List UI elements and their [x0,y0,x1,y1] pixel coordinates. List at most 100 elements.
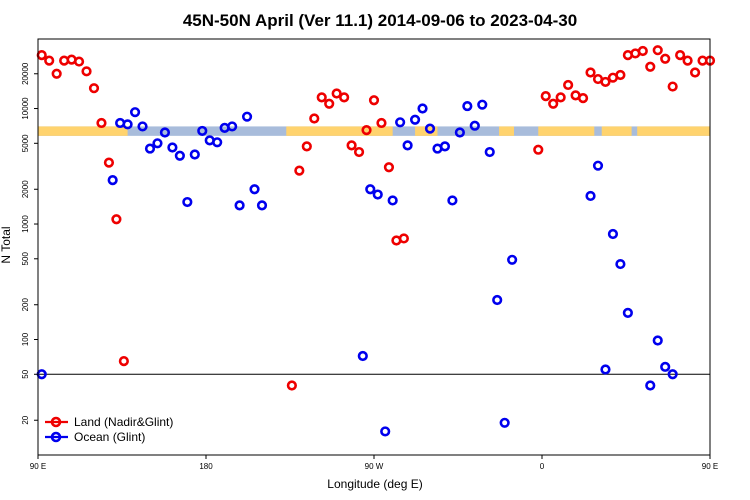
ocean-point [387,195,398,206]
land-point [103,157,115,168]
land-point [533,144,544,155]
ocean-point [256,200,268,211]
ocean-point [372,189,383,200]
ocean-point [159,127,171,138]
land-point [652,45,663,56]
ocean-point [122,119,133,130]
ocean-point [402,140,413,151]
legend-ocean-marker [50,431,62,443]
ocean-point [357,350,368,362]
land-point [368,95,380,106]
land-point [383,162,395,173]
mask-land-segment [286,126,393,136]
plot-frame [37,38,711,456]
ocean-point [492,294,503,306]
mask-land-segment [637,126,710,136]
chart-title: 45N-50N April (Ver 11.1) 2014-09-06 to 2… [183,11,577,30]
ocean-point [212,137,223,148]
ocean-point [227,121,238,132]
x-tick-label: 0 [540,462,545,471]
ocean-point [484,146,495,158]
ocean-point [417,103,428,114]
ocean-point [395,117,406,128]
land-point [316,92,327,103]
ocean-point [607,228,619,240]
ocean-point [660,361,671,372]
x-axis-ticks: 90 E 180 90 W 0 90 E [30,455,718,471]
land-point [111,214,122,225]
land-point [346,140,357,151]
ocean-point [469,120,480,131]
land-point [540,91,551,102]
ocean-point [380,426,391,437]
land-point [361,125,372,136]
land-point [96,117,107,129]
ocean-point [249,184,260,195]
land-point [44,55,55,66]
ocean-point [447,195,458,206]
land-point [667,81,678,92]
land-point [689,67,701,78]
mask-land-segment [38,126,128,136]
ocean-point [424,123,436,134]
y-tick-label: 20000 [21,62,30,85]
ocean-point [585,190,596,202]
ocean-point [507,254,518,265]
land-point [398,233,409,244]
land-point [118,356,129,367]
legend-land-marker [50,416,62,428]
ocean-point [137,121,148,132]
ocean-point [652,335,663,346]
land-point [88,83,100,94]
x-tick-label: 90 W [365,462,384,471]
land-point [660,53,671,64]
mask-land-segment [499,126,514,136]
ocean-point [129,107,141,118]
land-point [36,50,47,61]
ocean-point [462,100,473,112]
ocean-point [107,175,118,186]
land-point [353,146,365,158]
land-point [309,113,320,124]
ocean-point [454,127,465,138]
y-tick-label: 50 [21,369,30,378]
land-point [294,165,305,176]
ocean-point [600,364,611,375]
land-series [36,45,716,391]
data-points [36,45,716,437]
y-tick-label: 2000 [21,180,30,198]
land-point [600,76,611,88]
y-axis-ticks: 20 50 100 200 500 1000 2000 5000 10000 20000 [21,62,38,425]
land-point [286,380,297,391]
land-point [301,141,312,152]
ocean-point [439,141,451,152]
land-point [548,98,559,109]
legend: Land (Nadir&Glint) Ocean (Glint) [45,415,173,444]
ocean-point [234,200,245,211]
land-point [73,56,85,67]
ocean-point [667,369,678,380]
land-point [577,93,589,104]
y-tick-label: 20 [21,415,30,424]
y-tick-label: 500 [21,252,30,266]
y-tick-label: 10000 [21,97,30,120]
land-point [81,66,92,77]
land-point [324,98,335,109]
x-tick-label: 90 E [702,462,718,471]
ocean-point [592,160,604,171]
ocean-point [197,125,208,137]
ocean-point [645,380,656,391]
land-point [637,45,648,57]
land-point [682,55,693,66]
land-point [645,61,656,72]
ocean-point [182,196,193,208]
mask-land-segment [601,126,632,136]
ocean-point [241,111,253,122]
x-tick-label: 180 [199,462,213,471]
y-axis-label: N Total [0,226,13,263]
ocean-point [144,143,156,154]
x-tick-label: 90 E [30,462,46,471]
ocean-point [615,258,626,270]
ocean-point [622,307,633,318]
